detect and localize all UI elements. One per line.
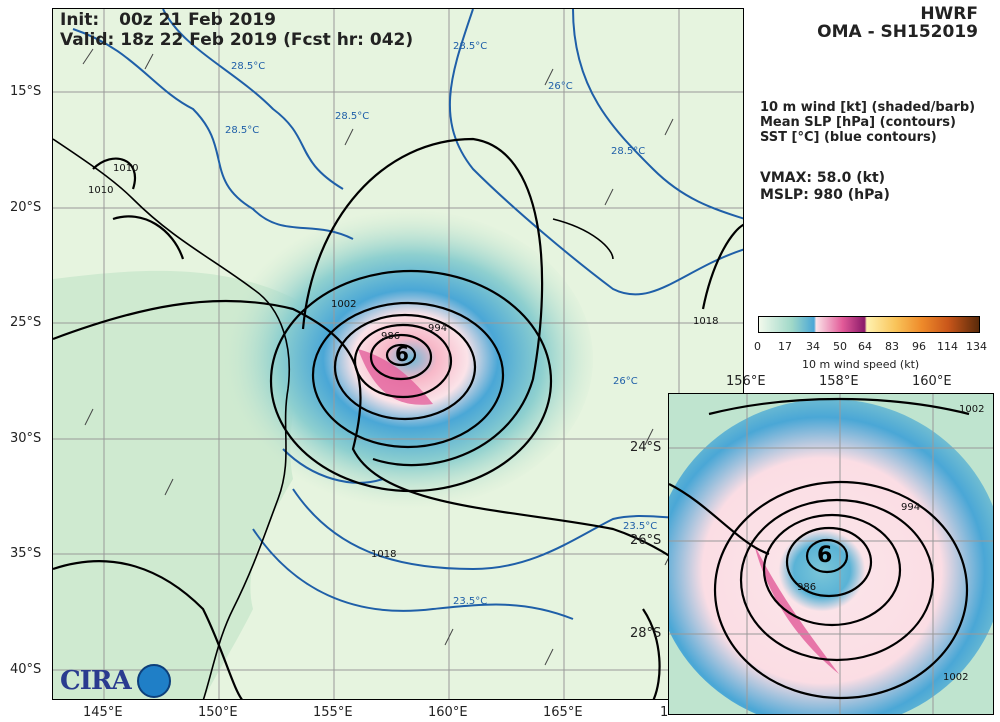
legend-slp: Mean SLP [hPa] (contours) xyxy=(760,115,956,130)
slp-label: 994 xyxy=(428,323,447,334)
main-map: 1010 1010 1002 986 994 1018 1018 28.5°C … xyxy=(52,8,744,700)
colorbar-tick: 17 xyxy=(778,340,792,353)
inset-slp-label: 1002 xyxy=(943,672,968,683)
grid-lines xyxy=(53,9,743,699)
inset-map: 1002 994 986 1002 6 xyxy=(668,393,994,715)
colorbar-tick: 83 xyxy=(885,340,899,353)
inset-wind-field xyxy=(669,399,993,714)
colorbar-tick: 114 xyxy=(937,340,958,353)
storm-center-icon: 6 xyxy=(395,342,409,366)
inset-lon-label: 156°E xyxy=(726,374,766,389)
wind-barbs xyxy=(82,48,674,666)
lat-label: 40°S xyxy=(10,662,42,677)
legend-sst: SST [°C] (blue contours) xyxy=(760,130,937,145)
lon-label: 150°E xyxy=(198,705,238,720)
colorbar-label: 10 m wind speed (kt) xyxy=(802,358,920,371)
cira-logo: CIRA xyxy=(60,664,171,698)
init-value: 00z 21 Feb 2019 xyxy=(119,10,277,30)
lon-label: 165°E xyxy=(543,705,583,720)
sst-label: 28.5°C xyxy=(225,125,259,136)
lat-label: 30°S xyxy=(10,431,42,446)
valid-value: 18z 22 Feb 2019 (Fcst hr: 042) xyxy=(120,30,414,50)
colorbar-tick: 134 xyxy=(966,340,987,353)
cira-logo-text: CIRA xyxy=(60,666,132,696)
slp-label: 1018 xyxy=(693,316,718,327)
sst-label: 28.5°C xyxy=(611,146,645,157)
inset-storm-center-icon: 6 xyxy=(817,543,832,568)
main-map-svg: 1010 1010 1002 986 994 1018 1018 28.5°C … xyxy=(53,9,743,699)
inset-slp-label: 994 xyxy=(901,502,920,513)
vmax-value: VMAX: 58.0 (kt) xyxy=(760,170,886,186)
colorbar-tick: 0 xyxy=(754,340,761,353)
colorbar-tick: 34 xyxy=(806,340,820,353)
slp-contours xyxy=(53,137,743,699)
wind-max-region xyxy=(358,349,433,405)
lon-label: 145°E xyxy=(83,705,123,720)
sst-label: 26°C xyxy=(548,81,573,92)
legend-wind: 10 m wind [kt] (shaded/barb) xyxy=(760,100,976,115)
model-name: HWRF xyxy=(920,4,978,24)
mslp-value: MSLP: 980 (hPa) xyxy=(760,187,890,203)
inset-lat-label: 28°S xyxy=(630,626,662,641)
lon-label: 1 xyxy=(660,705,669,720)
slp-label: 986 xyxy=(381,331,400,342)
colorbar-tick: 50 xyxy=(833,340,847,353)
lat-label: 35°S xyxy=(10,546,42,561)
valid-line: Valid: 18z 22 Feb 2019 (Fcst hr: 042) xyxy=(60,30,413,50)
init-label: Init: xyxy=(60,10,100,30)
sst-label: 23.5°C xyxy=(453,596,487,607)
inset-lon-label: 158°E xyxy=(819,374,859,389)
sst-label: 23.5°C xyxy=(623,521,657,532)
colorbar-tick: 96 xyxy=(912,340,926,353)
inset-slp-contours xyxy=(669,397,970,700)
storm-name: OMA - SH152019 xyxy=(817,22,978,42)
inset-lat-label: 26°S xyxy=(630,533,662,548)
sst-label: 28.5°C xyxy=(453,41,487,52)
sst-label: 28.5°C xyxy=(335,111,369,122)
slp-label: 1010 xyxy=(88,185,113,196)
slp-label: 1018 xyxy=(371,549,396,560)
valid-label: Valid: xyxy=(60,30,115,50)
colorbar-tick: 64 xyxy=(858,340,872,353)
inset-lat-label: 24°S xyxy=(630,440,662,455)
lat-label: 25°S xyxy=(10,315,42,330)
inset-slp-label: 986 xyxy=(797,582,816,593)
inset-lon-label: 160°E xyxy=(912,374,952,389)
init-line: Init: 00z 21 Feb 2019 xyxy=(60,10,276,30)
globe-icon xyxy=(136,664,171,698)
lat-label: 15°S xyxy=(10,84,42,99)
lon-label: 155°E xyxy=(313,705,353,720)
slp-label: 1002 xyxy=(331,299,356,310)
inset-slp-label: 1002 xyxy=(959,404,984,415)
sst-label: 28.5°C xyxy=(231,61,265,72)
coastlines xyxy=(53,138,614,699)
sst-label: 26°C xyxy=(613,376,638,387)
lat-label: 20°S xyxy=(10,200,42,215)
lon-label: 160°E xyxy=(428,705,468,720)
slp-label: 1010 xyxy=(113,163,138,174)
colorbar xyxy=(758,316,980,333)
inset-map-svg: 1002 994 986 1002 6 xyxy=(669,394,993,714)
